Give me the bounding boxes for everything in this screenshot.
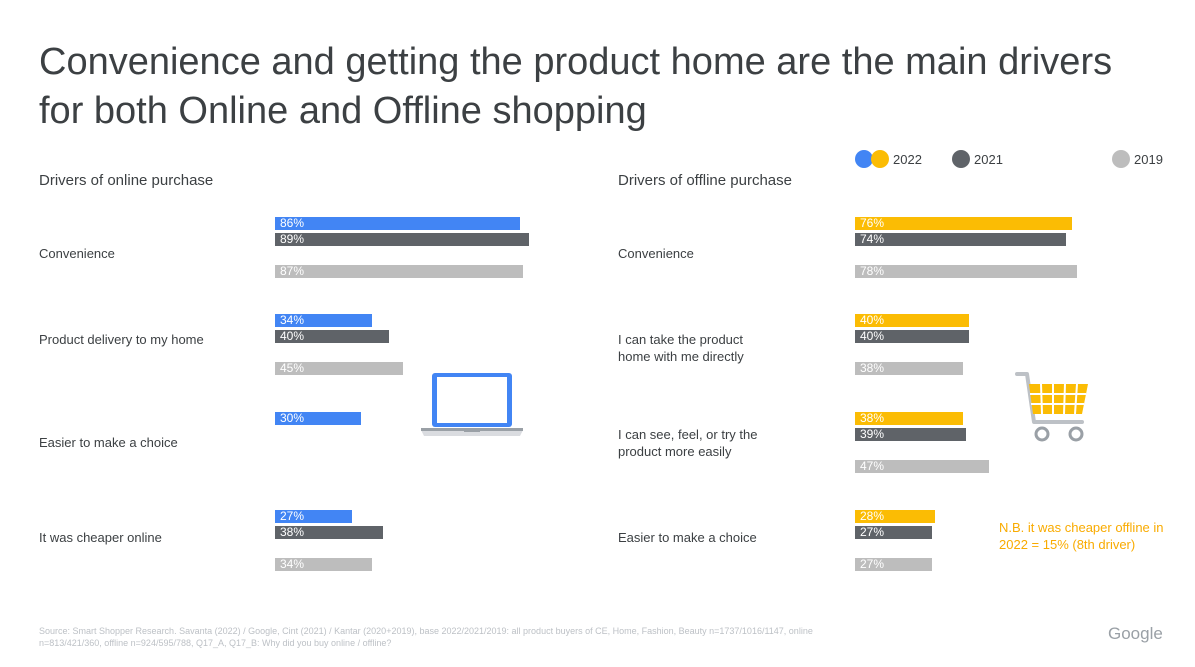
legend-swatch-2022 xyxy=(855,150,889,168)
online-bar-2021: 40% xyxy=(275,329,389,343)
legend-dot-online-2022 xyxy=(855,150,873,168)
offline-bar-label: 40% xyxy=(860,313,885,327)
online-bar-2021: 38% xyxy=(275,525,383,539)
legend-item-2021: 2021 xyxy=(952,148,1003,170)
offline-bar-label: 27% xyxy=(860,525,885,539)
offline-bar-2019: 78% xyxy=(855,264,1077,278)
offline-bar-label: 74% xyxy=(860,232,885,246)
offline-bar-2022: 76% xyxy=(855,216,1072,230)
legend-label-2021: 2021 xyxy=(974,151,1003,167)
online-bar-2022: 34% xyxy=(275,313,372,327)
offline-bar-label: 76% xyxy=(860,216,885,230)
online-chart-title: Drivers of online purchase xyxy=(39,172,214,189)
offline-bar-2022: 28% xyxy=(855,509,935,523)
google-logo: Google xyxy=(1108,624,1163,643)
offline-category-label: I can take the product home with me dire… xyxy=(618,332,744,364)
page-title: Convenience and getting the product home… xyxy=(39,41,1113,132)
offline-bar-2022: 38% xyxy=(855,411,963,425)
offline-category-label: I can see, feel, or try the product more… xyxy=(618,427,758,459)
offline-bar-label: 38% xyxy=(860,411,885,425)
offline-chart-title: Drivers of offline purchase xyxy=(618,172,792,189)
online-bar-label: 40% xyxy=(280,329,305,343)
offline-bar-2022: 40% xyxy=(855,313,969,327)
legend-item-2019: 2019 xyxy=(1112,148,1163,170)
online-bar-label: 38% xyxy=(280,525,305,539)
online-bar-label: 34% xyxy=(280,313,305,327)
legend-swatch-2019 xyxy=(1112,150,1130,168)
offline-bar-label: 78% xyxy=(860,264,885,278)
chart-legend: 2022 2021 2019 xyxy=(0,148,1195,170)
online-bar-2019: 87% xyxy=(275,264,523,278)
offline-bar-2021: 39% xyxy=(855,427,966,441)
online-bar-2022: 86% xyxy=(275,216,520,230)
online-bar-label: 89% xyxy=(280,232,305,246)
legend-swatch-2021 xyxy=(952,150,970,168)
online-bar-label: 45% xyxy=(280,361,305,375)
online-bar-2022: 27% xyxy=(275,509,352,523)
online-category-label: Convenience xyxy=(39,246,115,261)
offline-bar-2021: 40% xyxy=(855,329,969,343)
offline-bar-2021: 74% xyxy=(855,232,1066,246)
online-bar-label: 27% xyxy=(280,509,305,523)
online-bar-2021: 89% xyxy=(275,232,529,246)
offline-bar-label: 38% xyxy=(860,361,885,375)
offline-bar-label: 40% xyxy=(860,329,885,343)
offline-bar-label: 28% xyxy=(860,509,885,523)
online-bar-2019: 34% xyxy=(275,557,372,571)
legend-dot-offline-2022 xyxy=(871,150,889,168)
offline-category-label: Easier to make a choice xyxy=(618,530,757,545)
legend-label-2022: 2022 xyxy=(893,151,922,167)
offline-bar-label: 27% xyxy=(860,557,885,571)
online-bar-label: 87% xyxy=(280,264,305,278)
offline-bar-label: 39% xyxy=(860,427,885,441)
legend-item-2022: 2022 xyxy=(855,148,922,170)
shopping-cart-icon xyxy=(1015,372,1088,442)
online-category-label: It was cheaper online xyxy=(39,530,162,545)
offline-bar-2019: 47% xyxy=(855,459,989,473)
online-bar-2019: 45% xyxy=(275,361,403,375)
offline-bar-2019: 38% xyxy=(855,361,963,375)
offline-category-label: Convenience xyxy=(618,246,694,261)
online-category-label: Product delivery to my home xyxy=(39,332,204,347)
source-footnote: Source: Smart Shopper Research. Savanta … xyxy=(39,626,813,648)
legend-label-2019: 2019 xyxy=(1134,151,1163,167)
offline-bar-2019: 27% xyxy=(855,557,932,571)
laptop-icon xyxy=(421,373,523,436)
online-bar-2022: 30% xyxy=(275,411,361,425)
offline-bar-label: 47% xyxy=(860,459,885,473)
online-bar-label: 86% xyxy=(280,216,305,230)
online-bar-label: 30% xyxy=(280,411,305,425)
note-cheaper-offline: N.B. it was cheaper offline in 2022 = 15… xyxy=(999,520,1164,552)
online-bar-label: 34% xyxy=(280,557,305,571)
offline-bar-2021: 27% xyxy=(855,525,932,539)
online-category-label: Easier to make a choice xyxy=(39,435,178,450)
